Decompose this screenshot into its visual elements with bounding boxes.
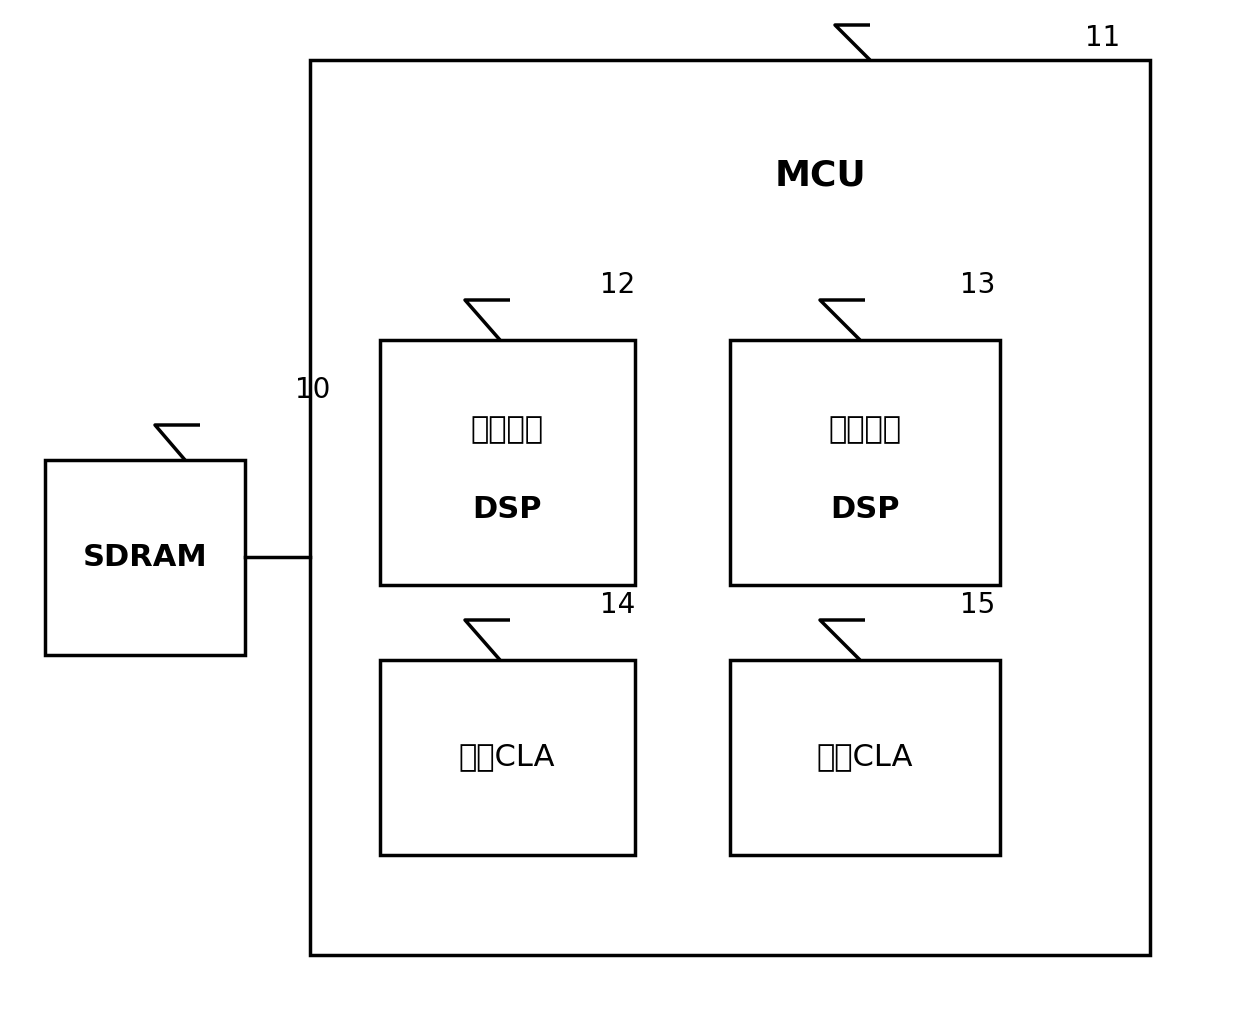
Text: 第一CLA: 第一CLA [459,743,556,771]
Text: 11: 11 [1085,24,1120,52]
Bar [730,660,999,855]
Text: 第二浮点: 第二浮点 [828,415,901,445]
Text: SDRAM: SDRAM [83,543,207,572]
Bar [45,460,246,655]
Text: DSP: DSP [831,495,900,524]
Bar [379,340,635,585]
Text: DSP: DSP [472,495,542,524]
Text: 15: 15 [960,591,996,619]
Bar [379,660,635,855]
Text: 10: 10 [295,376,330,404]
Text: 第一浮点: 第一浮点 [470,415,543,445]
Text: 13: 13 [960,271,996,299]
Bar [730,340,999,585]
Text: MCU: MCU [774,158,866,192]
Bar [310,60,1149,955]
Text: 14: 14 [600,591,635,619]
Text: 12: 12 [600,271,635,299]
Text: 第二CLA: 第二CLA [817,743,913,771]
